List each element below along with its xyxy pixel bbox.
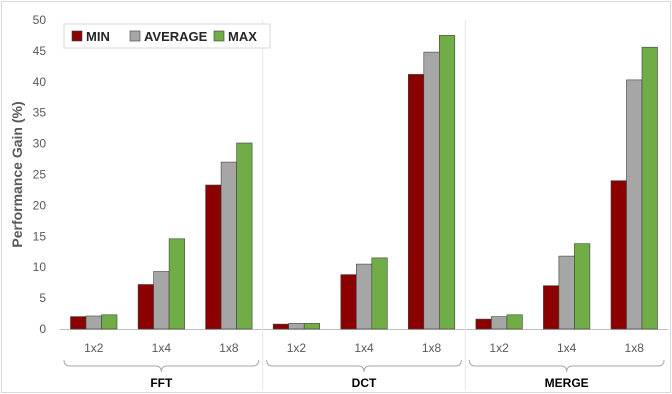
y-tick-label: 5 <box>39 291 46 305</box>
legend-label-min: MIN <box>86 29 110 44</box>
bar-min-fft-1x4 <box>137 284 154 330</box>
bar-average-dct-1x2 <box>288 323 305 330</box>
bar-max-fft-1x4 <box>168 238 185 330</box>
y-tick-label: 50 <box>33 13 47 27</box>
bar-min-fft-1x2 <box>70 316 87 330</box>
legend-swatch-average <box>129 30 141 42</box>
bar-average-fft-1x8 <box>220 161 237 330</box>
bar-min-fft-1x8 <box>205 184 222 330</box>
bar-max-fft-1x2 <box>101 314 118 330</box>
y-tick-label: 10 <box>33 260 47 274</box>
bar-max-dct-1x8 <box>438 35 456 330</box>
bar-min-dct-1x8 <box>407 74 425 330</box>
y-tick-label: 25 <box>33 168 47 182</box>
x-category-label: 1x4 <box>354 341 374 355</box>
x-category-label: 1x8 <box>422 341 442 355</box>
y-tick-label: 35 <box>33 106 47 120</box>
x-category-label: 1x2 <box>287 341 307 355</box>
bar-min-dct-1x4 <box>340 274 357 330</box>
bar-average-merge-1x2 <box>491 316 508 330</box>
y-tick-label: 30 <box>33 137 47 151</box>
x-category-label: 1x2 <box>84 341 104 355</box>
legend-swatch-min <box>71 30 83 42</box>
bar-min-dct-1x2 <box>272 323 290 330</box>
bar-average-dct-1x4 <box>355 263 373 330</box>
bar-max-merge-1x2 <box>506 314 523 330</box>
bar-max-fft-1x8 <box>236 142 253 330</box>
y-tick-label: 0 <box>39 322 46 336</box>
y-axis-title: Performance Gain (%) <box>9 101 25 247</box>
bar-average-merge-1x4 <box>558 255 575 330</box>
bar-min-merge-1x2 <box>475 318 492 330</box>
x-group-label: DCT <box>352 376 377 390</box>
legend-swatch-max <box>213 30 225 42</box>
group-bracket <box>266 359 462 373</box>
legend-label-average: AVERAGE <box>144 29 208 44</box>
x-category-label: 1x4 <box>152 341 172 355</box>
y-tick-label: 15 <box>33 229 47 243</box>
y-tick-label: 20 <box>33 198 47 212</box>
x-category-label: 1x8 <box>625 341 645 355</box>
bar-average-fft-1x2 <box>85 315 102 330</box>
legend-label-max: MAX <box>228 29 257 44</box>
bar-average-fft-1x4 <box>153 271 170 330</box>
x-group-label: FFT <box>150 376 173 390</box>
bar-min-merge-1x8 <box>610 180 627 330</box>
bar-max-merge-1x8 <box>641 46 658 330</box>
x-category-label: 1x4 <box>557 341 577 355</box>
x-group-label: MERGE <box>545 376 589 390</box>
legend-box <box>63 23 271 49</box>
bar-average-merge-1x8 <box>626 79 643 330</box>
y-tick-label: 40 <box>33 75 47 89</box>
bar-average-dct-1x8 <box>423 51 440 330</box>
bar-max-dct-1x4 <box>371 257 388 330</box>
bar-min-merge-1x4 <box>543 285 560 330</box>
y-tick-label: 45 <box>33 44 47 58</box>
x-category-label: 1x8 <box>219 341 239 355</box>
bar-max-dct-1x2 <box>303 323 321 330</box>
group-bracket <box>63 359 260 373</box>
x-category-label: 1x2 <box>489 341 509 355</box>
group-bracket <box>468 359 665 373</box>
bar-max-merge-1x4 <box>574 243 591 330</box>
